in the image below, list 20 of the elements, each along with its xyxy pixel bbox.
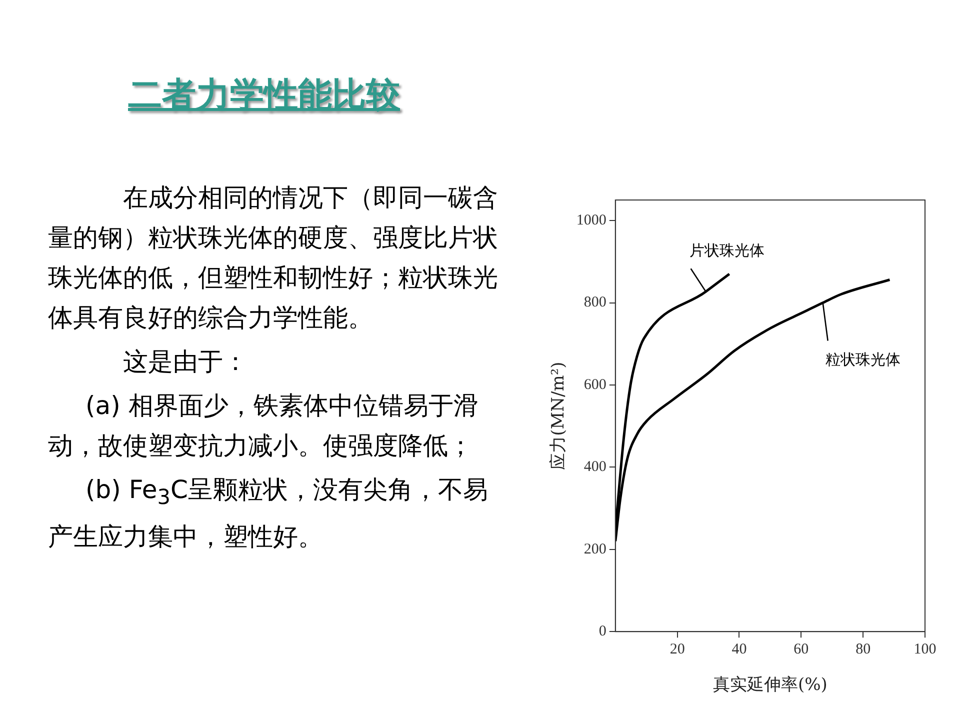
text: 在成分相同的情况下（即同一碳含量的钢）粒状珠光体的硬度、强度比片状珠光体的低，但塑性和韧性好；粒状珠光体具有良好的综合力学性能。: [48, 182, 499, 334]
y-axis-title: 应力(MN/m²): [548, 362, 569, 470]
x-tick-label: 40: [732, 642, 747, 658]
text: (a) 相界面少，铁素体中位错易于滑动，故使塑变抗力减小。使强度降低；: [48, 390, 480, 462]
y-tick-label: 800: [584, 294, 606, 311]
x-axis-title: 真实延伸率(%): [712, 675, 828, 696]
y-tick-label: 1000: [576, 212, 606, 228]
y-tick-label: 600: [584, 376, 606, 393]
x-tick-label: 60: [794, 642, 809, 658]
x-tick-label: 80: [856, 642, 871, 658]
y-tick-label: 400: [584, 459, 606, 476]
text: 粒状珠光体: [825, 350, 900, 369]
y-tick-label: 200: [584, 541, 606, 558]
y-tick-label: 0: [598, 624, 606, 640]
text: (b) Fe$_{3}$C呈颗粒状，没有尖角，不易产生应力集中，塑性好。: [48, 474, 489, 553]
series-label: 片状珠光体: [689, 242, 764, 260]
text: 这是由于：: [122, 346, 249, 378]
text: 二者力学性能比较: [128, 74, 400, 117]
x-tick-label: 100: [914, 642, 936, 658]
x-tick-label: 20: [670, 642, 685, 658]
